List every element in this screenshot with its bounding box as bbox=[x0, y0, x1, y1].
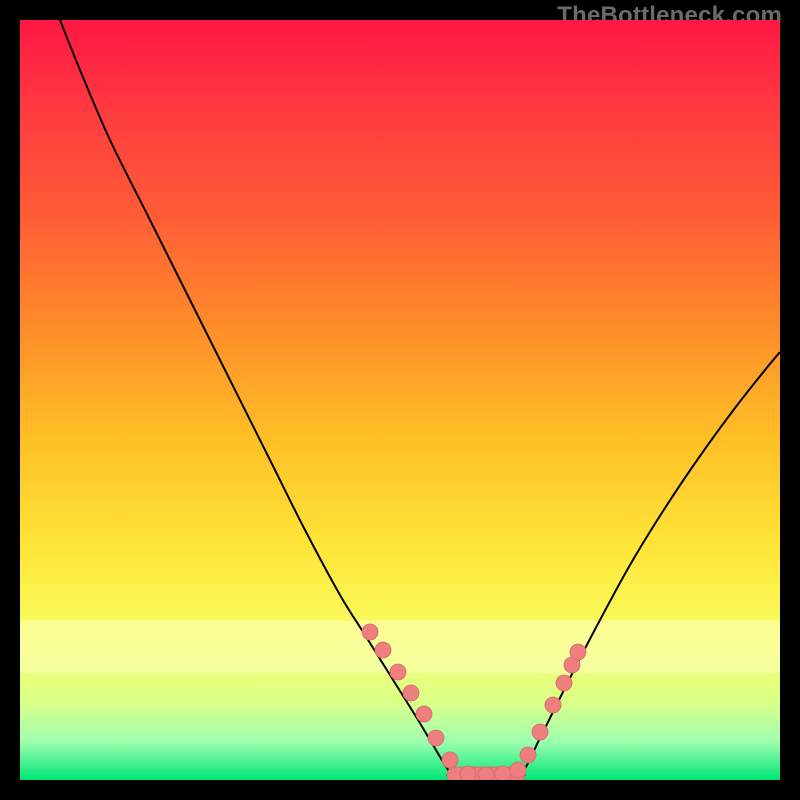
curve-dot bbox=[556, 675, 572, 691]
curve-dot bbox=[478, 767, 494, 780]
plot-area bbox=[20, 20, 780, 780]
curve-dot bbox=[520, 747, 536, 763]
curve-dot bbox=[495, 766, 511, 780]
curve-dot bbox=[390, 664, 406, 680]
chart-svg bbox=[20, 20, 780, 780]
curve-dot bbox=[403, 685, 419, 701]
curve-dot bbox=[510, 762, 526, 778]
curve-dot bbox=[442, 752, 458, 768]
curve-dot bbox=[460, 766, 476, 780]
curve-dot bbox=[416, 706, 432, 722]
chart-frame: TheBottleneck.com bbox=[0, 0, 800, 800]
curve-dot bbox=[375, 642, 391, 658]
curve-dot bbox=[362, 624, 378, 640]
curve-dot bbox=[428, 730, 444, 746]
curve-dot bbox=[545, 697, 561, 713]
curve-dot bbox=[570, 644, 586, 660]
curve-dot bbox=[532, 724, 548, 740]
